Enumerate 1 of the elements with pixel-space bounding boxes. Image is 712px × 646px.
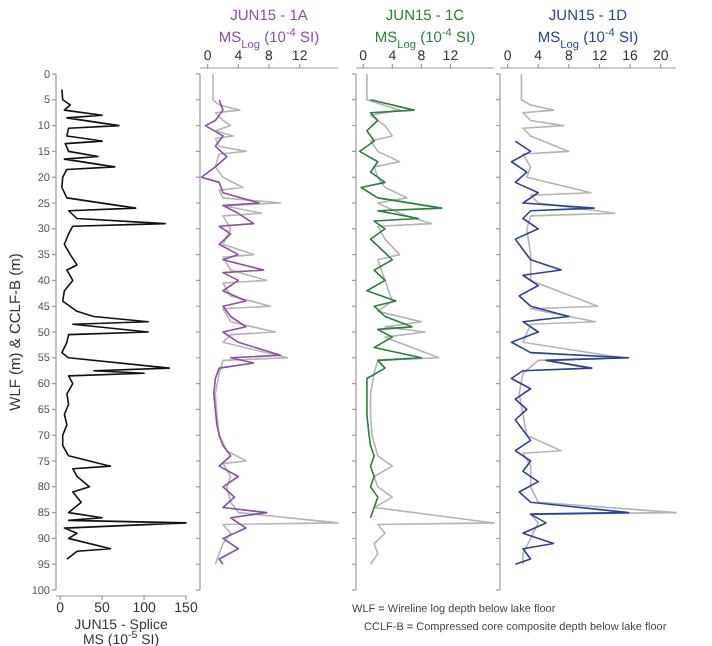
line-series	[61, 88, 187, 560]
